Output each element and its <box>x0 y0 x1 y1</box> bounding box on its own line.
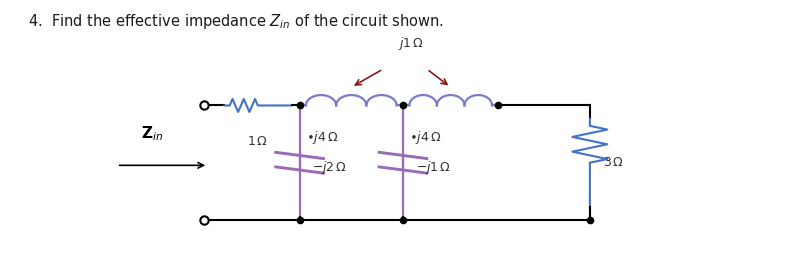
Text: $-j1\,\Omega$: $-j1\,\Omega$ <box>416 159 451 176</box>
Text: $\mathbf{Z}_{in}$: $\mathbf{Z}_{in}$ <box>141 125 164 143</box>
Text: $-j2\,\Omega$: $-j2\,\Omega$ <box>312 159 347 176</box>
Text: $j1\,\Omega$: $j1\,\Omega$ <box>398 34 424 52</box>
Text: $\bullet$$j4\,\Omega$: $\bullet$$j4\,\Omega$ <box>306 129 338 146</box>
Text: $3\,\Omega$: $3\,\Omega$ <box>602 156 624 169</box>
Text: 4.  Find the effective impedance $Z_{in}$ of the circuit shown.: 4. Find the effective impedance $Z_{in}$… <box>28 12 444 31</box>
Text: $\bullet$$j4\,\Omega$: $\bullet$$j4\,\Omega$ <box>409 129 442 146</box>
Text: $1\,\Omega$: $1\,\Omega$ <box>247 135 268 148</box>
